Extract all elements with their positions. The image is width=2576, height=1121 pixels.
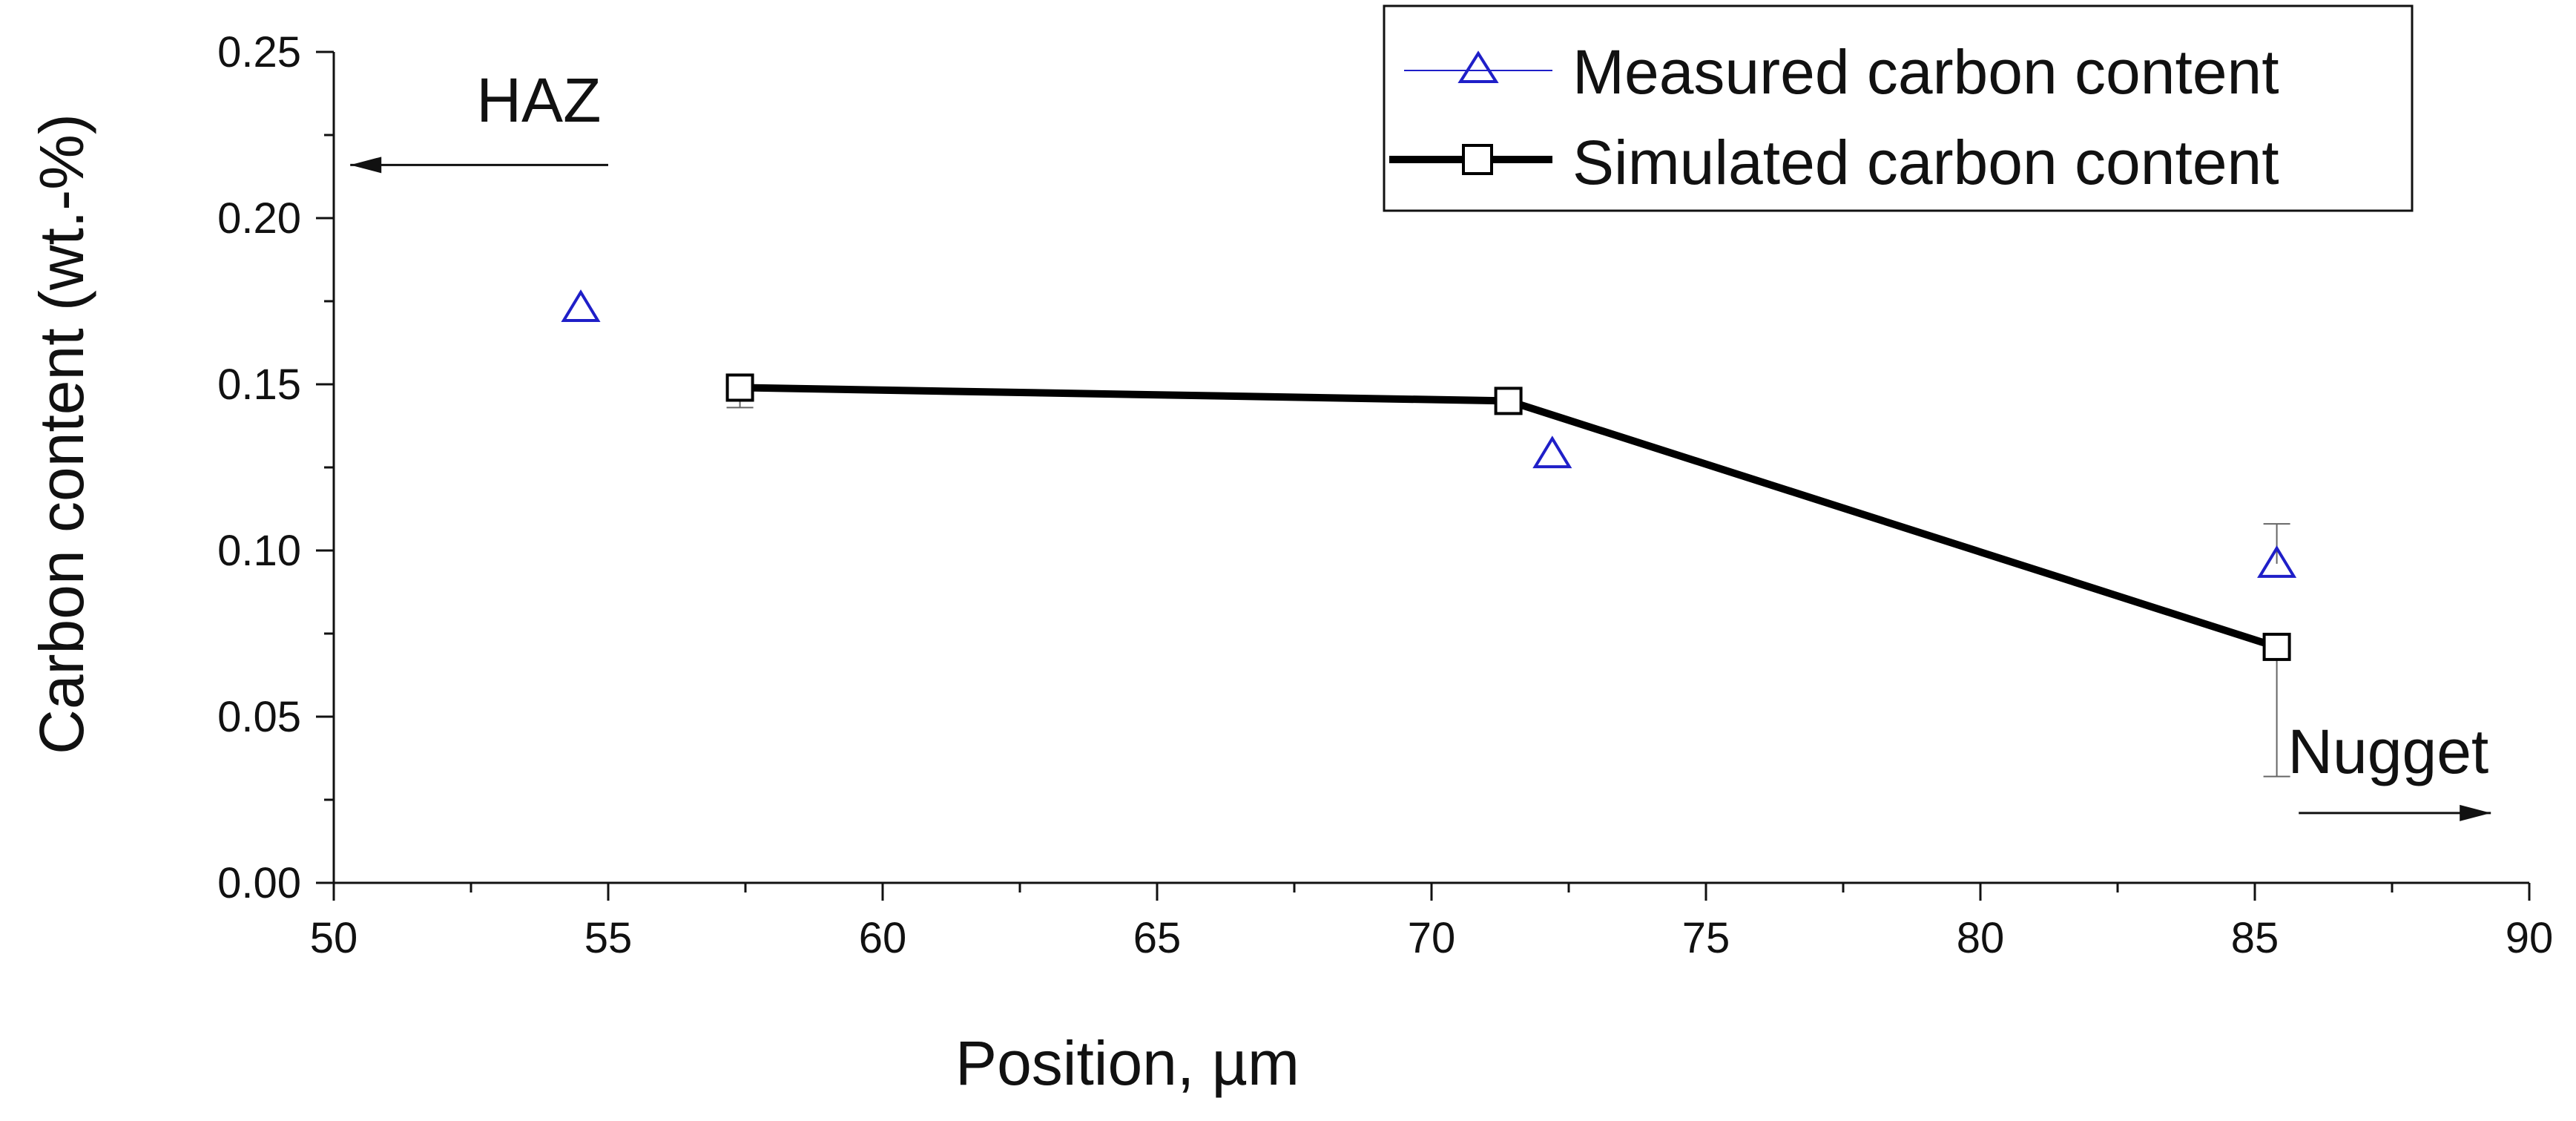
- y-tick-label: 0.00: [217, 859, 301, 907]
- measured-point: [561, 289, 601, 322]
- legend-box: [1383, 4, 2414, 212]
- legend-measured-label: Measured carbon content: [1572, 37, 2279, 107]
- y-tick-label: 0.20: [217, 194, 301, 243]
- y-tick-label: 0.10: [217, 527, 301, 575]
- y-ticks: 0.00 0.05 0.10 0.15 0.20 0.25: [217, 28, 334, 907]
- series-measured: [561, 289, 2297, 578]
- x-tick-label: 80: [1957, 914, 2005, 962]
- x-axis-title: Position, µm: [955, 1028, 1299, 1098]
- nugget-label: Nugget: [2287, 717, 2488, 786]
- legend-simulated-marker: [1462, 144, 1493, 175]
- x-tick-label: 50: [310, 914, 358, 962]
- nugget-arrow-head: [2460, 804, 2491, 821]
- legend-measured-marker: [1457, 50, 1499, 83]
- series-simulated: [725, 373, 2291, 778]
- x-tick-label: 65: [1133, 914, 1182, 962]
- simulated-point: [725, 373, 754, 402]
- x-tick-label: 85: [2231, 914, 2279, 962]
- x-tick-label: 70: [1408, 914, 1456, 962]
- legend: Measured carbon content Simulated carbon…: [1383, 4, 2414, 212]
- simulated-line: [739, 384, 2279, 651]
- x-tick-label: 75: [1682, 914, 1730, 962]
- x-tick-label: 90: [2506, 914, 2554, 962]
- simulated-point: [1494, 387, 1523, 415]
- y-tick-label: 0.05: [217, 693, 301, 741]
- legend-simulated-label: Simulated carbon content: [1572, 128, 2279, 197]
- annotations: HAZ Nugget: [350, 65, 2491, 821]
- simulated-point: [2262, 632, 2291, 661]
- y-tick-label: 0.25: [217, 28, 301, 76]
- haz-arrow-head: [350, 157, 382, 174]
- measured-point: [1532, 435, 1572, 469]
- y-axis-title: Carbon content (wt.-%): [27, 114, 96, 755]
- x-tick-label: 55: [584, 914, 633, 962]
- measured-point: [2257, 545, 2297, 578]
- y-tick-label: 0.15: [217, 361, 301, 409]
- x-tick-label: 60: [859, 914, 907, 962]
- haz-label: HAZ: [476, 65, 601, 135]
- x-ticks: 50 55 60 65 70 75 80 85 90: [310, 883, 2554, 962]
